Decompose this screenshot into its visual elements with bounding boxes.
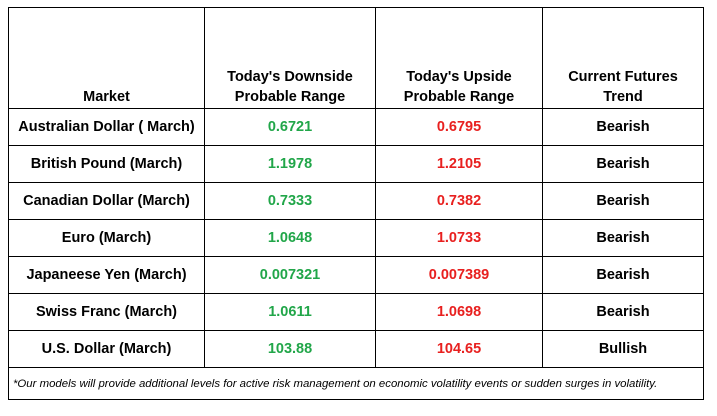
table-row: Australian Dollar ( March) 0.6721 0.6795…	[8, 108, 704, 146]
table-row: Swiss Franc (March) 1.0611 1.0698 Bearis…	[8, 293, 704, 331]
cell-trend: Bearish	[542, 256, 704, 294]
cell-market: Swiss Franc (March)	[8, 293, 205, 331]
table-row: Euro (March) 1.0648 1.0733 Bearish	[8, 219, 704, 257]
cell-trend: Bearish	[542, 219, 704, 257]
cell-market: Japaneese Yen (March)	[8, 256, 205, 294]
cell-trend: Bearish	[542, 182, 704, 220]
table-row: U.S. Dollar (March) 103.88 104.65 Bullis…	[8, 330, 704, 368]
cell-trend: Bearish	[542, 108, 704, 146]
table-row: Japaneese Yen (March) 0.007321 0.007389 …	[8, 256, 704, 294]
cell-upside: 1.0733	[375, 219, 543, 257]
header-downside-line2: Probable Range	[234, 89, 346, 105]
table-row: British Pound (March) 1.1978 1.2105 Bear…	[8, 145, 704, 183]
header-trend-line2: Trend	[603, 89, 643, 105]
cell-downside: 1.0648	[204, 219, 376, 257]
cell-trend: Bearish	[542, 293, 704, 331]
cell-upside: 0.6795	[375, 108, 543, 146]
header-downside: Today's Downside Probable Range	[204, 7, 376, 109]
cell-upside: 0.7382	[375, 182, 543, 220]
header-market: Market	[8, 7, 205, 109]
header-upside: Today's Upside Probable Range	[375, 7, 543, 109]
header-trend: Current Futures Trend	[542, 7, 704, 109]
cell-market: Euro (March)	[8, 219, 205, 257]
cell-market: British Pound (March)	[8, 145, 205, 183]
probable-range-table: Market Today's Downside Probable Range T…	[8, 7, 704, 400]
cell-downside: 0.7333	[204, 182, 376, 220]
footnote: *Our models will provide additional leve…	[8, 367, 704, 400]
cell-downside: 1.1978	[204, 145, 376, 183]
cell-downside: 0.007321	[204, 256, 376, 294]
cell-upside: 1.0698	[375, 293, 543, 331]
header-row: Market Today's Downside Probable Range T…	[8, 7, 704, 109]
footnote-row: *Our models will provide additional leve…	[8, 367, 704, 400]
header-upside-line2: Probable Range	[403, 89, 515, 105]
header-trend-line1: Current Futures	[568, 69, 678, 85]
header-downside-line1: Today's Downside	[227, 69, 353, 85]
cell-downside: 1.0611	[204, 293, 376, 331]
cell-upside: 1.2105	[375, 145, 543, 183]
cell-upside: 0.007389	[375, 256, 543, 294]
table-row: Canadian Dollar (March) 0.7333 0.7382 Be…	[8, 182, 704, 220]
header-upside-line1: Today's Upside	[406, 69, 512, 85]
cell-trend: Bullish	[542, 330, 704, 368]
cell-trend: Bearish	[542, 145, 704, 183]
probable-range-table-container: Market Today's Downside Probable Range T…	[8, 7, 704, 400]
cell-downside: 103.88	[204, 330, 376, 368]
cell-market: Canadian Dollar (March)	[8, 182, 205, 220]
cell-upside: 104.65	[375, 330, 543, 368]
header-market-label: Market	[83, 89, 130, 105]
cell-downside: 0.6721	[204, 108, 376, 146]
cell-market: U.S. Dollar (March)	[8, 330, 205, 368]
cell-market: Australian Dollar ( March)	[8, 108, 205, 146]
